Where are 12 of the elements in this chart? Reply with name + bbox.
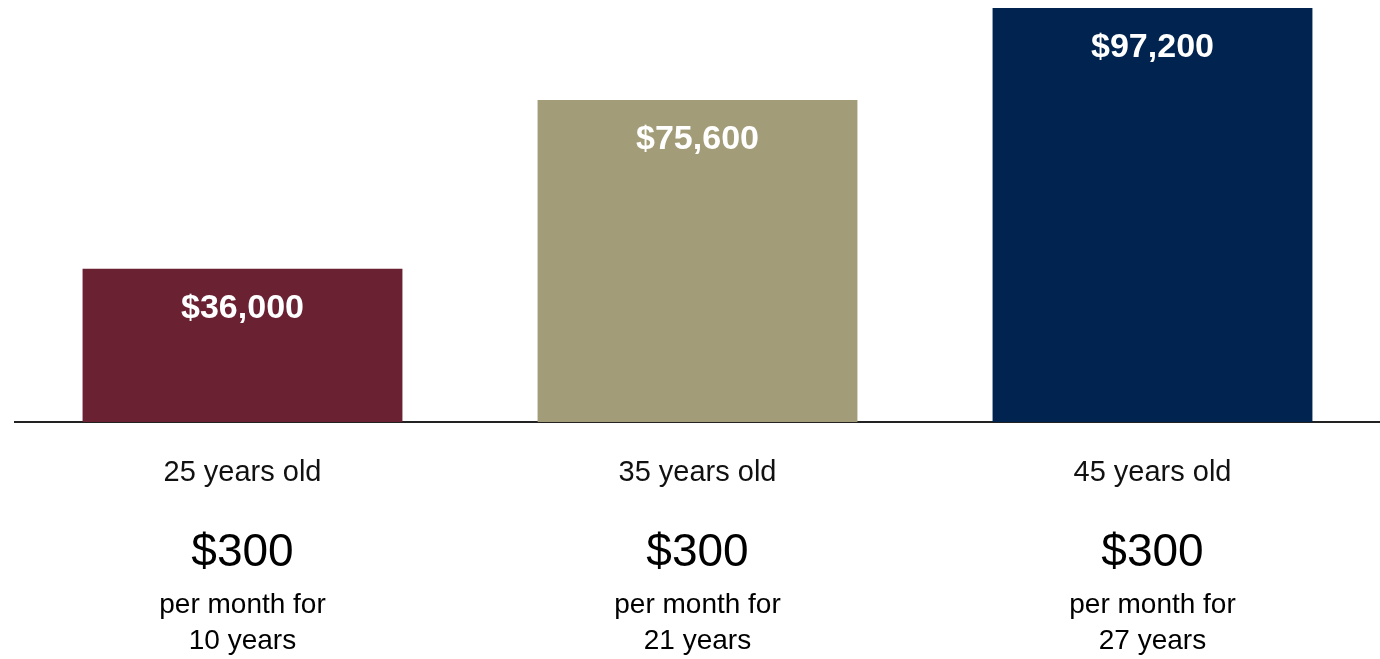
text: $300 [191,523,294,576]
text: $300 [646,523,749,576]
data-label: $75,600 [636,118,759,157]
text: $300 [1101,523,1204,576]
x-tick-label: 25 years old [163,455,322,488]
text: per month for 27 years [1069,587,1236,655]
x-tick-label: 35 years old [618,455,777,488]
data-label: $36,000 [181,287,304,326]
x-tick-label: 45 years old [1073,455,1232,488]
text: per month for 21 years [614,587,781,655]
text: per month for 10 years [159,587,326,655]
data-label: $97,200 [1091,26,1214,65]
